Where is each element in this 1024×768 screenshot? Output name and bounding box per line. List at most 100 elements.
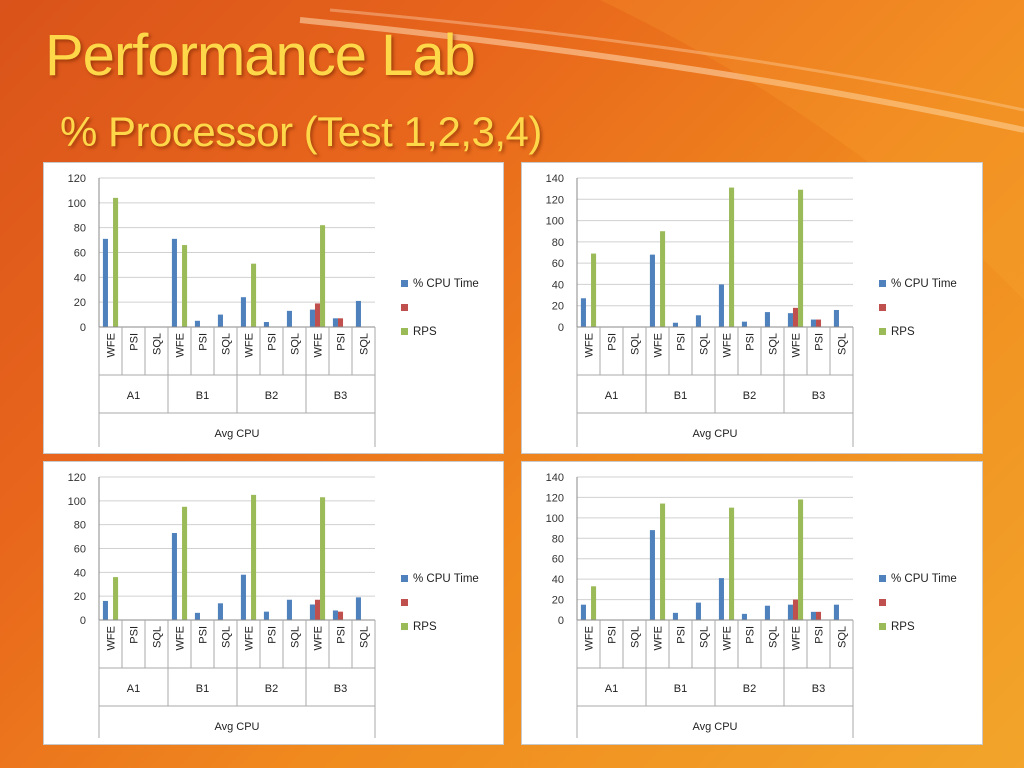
slide-title: Performance Lab — [45, 23, 476, 88]
x-category-label: WFE — [791, 333, 803, 357]
series-0 — [580, 254, 839, 327]
bar — [741, 613, 747, 620]
legend-swatch — [879, 280, 886, 287]
bar — [580, 604, 586, 620]
y-tick-label: 20 — [74, 297, 86, 309]
x-category-label: WFE — [106, 626, 118, 650]
x-group-label: A1 — [605, 390, 618, 402]
bar — [240, 574, 246, 620]
bar — [787, 313, 793, 327]
y-tick-label: 60 — [74, 248, 86, 260]
bar — [672, 612, 678, 620]
x-group-label: B3 — [334, 683, 347, 695]
x-category-label: PSI — [676, 626, 688, 644]
bar — [314, 303, 321, 327]
y-tick-label: 0 — [80, 322, 86, 334]
series-0 — [102, 238, 361, 327]
y-tick-label: 0 — [558, 615, 564, 627]
series-0 — [580, 530, 839, 620]
bar — [194, 320, 200, 327]
bar — [660, 503, 666, 620]
x-category-label: SQL — [359, 626, 371, 648]
x-group-label: B1 — [674, 683, 687, 695]
x-category-label: PSI — [814, 626, 826, 644]
bar — [792, 599, 799, 620]
gridlines — [99, 476, 375, 621]
legend-swatch — [879, 575, 886, 582]
x-category-label: WFE — [584, 626, 596, 650]
y-tick-label: 20 — [74, 591, 86, 603]
bar — [286, 310, 292, 327]
x-category-label: PSI — [814, 333, 826, 351]
chart-panel-4: 0 20 40 60 80 100 120 140 WFE PSI SQL WFE PSI SQL WFE P… — [521, 461, 983, 745]
y-tick-label: 40 — [74, 272, 86, 284]
bar — [171, 238, 177, 327]
x-axis-title: Avg CPU — [214, 428, 259, 440]
bar — [729, 507, 735, 620]
x-category-label: SQL — [768, 333, 780, 355]
x-category-label: SQL — [768, 626, 780, 648]
y-tick-label: 80 — [74, 223, 86, 235]
bar — [320, 497, 326, 620]
x-category-label: SQL — [699, 626, 711, 648]
legend-label: % CPU Time — [891, 278, 957, 290]
x-category-label: PSI — [336, 626, 348, 644]
series-1 — [314, 599, 344, 620]
bar — [764, 312, 770, 327]
chart-4: 0 20 40 60 80 100 120 140 WFE PSI SQL WFE PSI SQL WFE P… — [546, 472, 957, 738]
x-category-label: WFE — [175, 626, 187, 650]
x-group-label: B3 — [334, 390, 347, 402]
x-category-label: PSI — [198, 333, 210, 351]
y-tick-label: 80 — [552, 533, 564, 545]
bar — [649, 254, 655, 327]
x-category-label: SQL — [221, 333, 233, 355]
y-tick-label: 100 — [68, 496, 86, 508]
bar — [833, 604, 839, 620]
legend-label: RPS — [891, 621, 915, 633]
legend: % CPU Time RPS — [879, 278, 957, 338]
x-category-label: SQL — [699, 333, 711, 355]
bar — [337, 611, 344, 620]
y-tick-label: 40 — [552, 574, 564, 586]
legend-label: RPS — [413, 326, 437, 338]
y-tick-label: 120 — [546, 194, 564, 206]
bar — [815, 611, 822, 620]
bar — [591, 586, 597, 620]
x-category-label: WFE — [244, 626, 256, 650]
series-2 — [591, 499, 804, 620]
legend-swatch — [879, 623, 886, 630]
x-category-label: WFE — [313, 333, 325, 357]
bar — [695, 315, 701, 327]
x-axis-title: Avg CPU — [214, 721, 259, 733]
x-group-label: A1 — [127, 683, 140, 695]
bar — [810, 319, 816, 327]
y-tick-label: 80 — [74, 520, 86, 532]
chart-panel-1: 0 20 40 60 80 100 120 WFE PSI SQL WFE PSI SQL WFE PSI S… — [43, 162, 504, 454]
y-tick-label: 40 — [74, 567, 86, 579]
x-group-label: B3 — [812, 390, 825, 402]
bar — [251, 263, 257, 327]
legend-label: RPS — [891, 326, 915, 338]
x-category-label: SQL — [152, 333, 164, 355]
bar — [810, 611, 816, 620]
legend: % CPU Time RPS — [879, 573, 957, 633]
chart-panel-2: 0 20 40 60 80 100 120 140 WFE PSI SQL WFE PSI SQL WFE P… — [521, 162, 983, 454]
bar — [263, 322, 269, 327]
x-category-label: WFE — [106, 333, 118, 357]
legend-label: RPS — [413, 621, 437, 633]
x-category-label: PSI — [336, 333, 348, 351]
y-tick-label: 0 — [558, 322, 564, 334]
x-category-label: PSI — [129, 626, 141, 644]
x-category-label: PSI — [607, 626, 619, 644]
y-tick-label: 140 — [546, 472, 564, 484]
y-tick-label: 100 — [68, 198, 86, 210]
y-tick-label: 120 — [68, 173, 86, 185]
y-tick-label: 100 — [546, 216, 564, 228]
legend-label: % CPU Time — [413, 573, 479, 585]
bar — [309, 604, 315, 620]
bar — [240, 297, 246, 327]
y-tick-label: 40 — [552, 279, 564, 291]
legend-swatch — [879, 304, 886, 311]
x-category-label: PSI — [745, 333, 757, 351]
gridlines — [577, 476, 853, 621]
